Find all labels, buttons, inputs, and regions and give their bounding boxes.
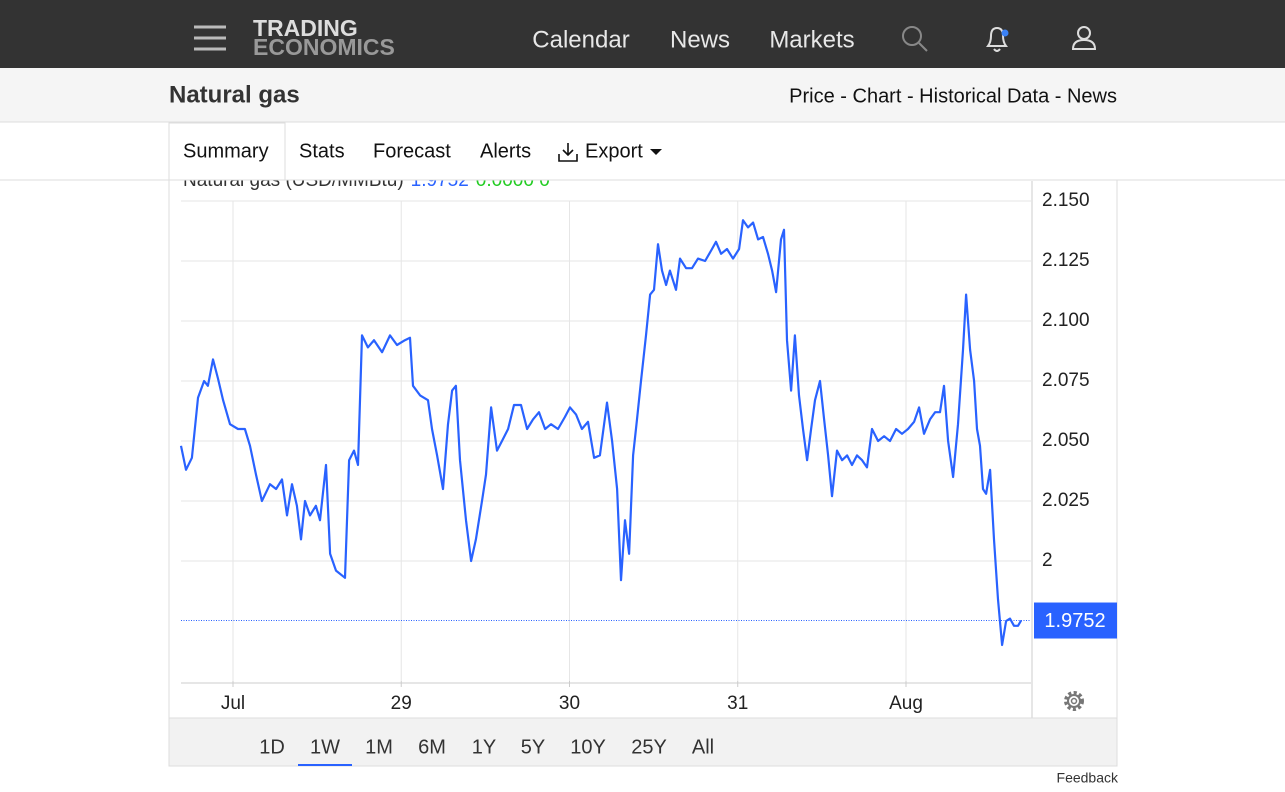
price-line <box>179 219 1023 647</box>
range-button[interactable]: 1M <box>365 736 393 758</box>
nav-link[interactable]: News <box>670 26 730 53</box>
y-tick-label: 2.125 <box>1042 250 1090 271</box>
logo-bottom[interactable]: ECONOMICS <box>253 34 395 60</box>
range-button[interactable]: 5Y <box>521 736 545 758</box>
y-tick-label: 2.025 <box>1042 490 1090 511</box>
range-button[interactable]: 25Y <box>631 736 667 758</box>
tab[interactable]: Alerts <box>480 140 531 162</box>
nav-link[interactable]: Calendar <box>532 26 629 53</box>
x-tick-label: 30 <box>559 693 580 714</box>
tab-selected-frame <box>168 122 286 180</box>
last-price-box <box>1034 602 1117 639</box>
nav-link[interactable]: Markets <box>769 26 854 53</box>
settings-icon[interactable] <box>1064 691 1084 711</box>
range-button[interactable]: 10Y <box>570 736 606 758</box>
range-button[interactable]: 1W <box>310 736 340 758</box>
tab-bar <box>0 123 1285 180</box>
range-buttons: 1D 1W 1M 6M 1Y 5Y 10Y 25Y All <box>259 736 714 766</box>
range-button[interactable]: 1D <box>259 736 285 758</box>
y-tick-label: 2.050 <box>1042 430 1090 451</box>
title-band <box>0 68 1285 122</box>
feedback-link[interactable]: Feedback <box>1057 770 1119 786</box>
y-tick-label: 2.100 <box>1042 310 1090 331</box>
tab[interactable]: Summary <box>183 140 269 162</box>
y-tick-label: 2 <box>1042 550 1053 571</box>
x-tick-label: 31 <box>727 693 748 714</box>
search-icon[interactable] <box>902 26 928 52</box>
logo-top[interactable]: TRADING <box>253 15 358 41</box>
last-price-label: 1.9752 <box>1044 610 1105 632</box>
x-tick-label: 29 <box>391 693 412 714</box>
range-bar <box>168 717 1118 767</box>
range-button[interactable]: All <box>692 736 714 758</box>
x-tick-label: Aug <box>889 693 923 714</box>
y-tick-label: 2.150 <box>1042 190 1090 211</box>
export-icon <box>558 143 578 162</box>
tabs: Summary Stats Forecast Alerts Export <box>168 122 662 180</box>
account-icon[interactable] <box>1071 26 1097 50</box>
tab[interactable]: Forecast <box>373 140 451 162</box>
notification-icon[interactable] <box>986 26 1009 52</box>
x-tick-label: Jul <box>221 693 245 714</box>
tab[interactable]: Export <box>585 140 643 162</box>
top-bar <box>0 0 1285 68</box>
export-caret <box>650 149 662 155</box>
tab[interactable]: Stats <box>299 140 345 162</box>
section-links[interactable]: Price - Chart - Historical Data - News <box>789 85 1117 107</box>
range-button[interactable]: 6M <box>418 736 446 758</box>
chart-frame <box>168 179 1118 767</box>
page-title: Natural gas <box>169 81 300 108</box>
menu-icon[interactable] <box>194 25 226 51</box>
y-tick-label: 2.075 <box>1042 370 1090 391</box>
range-button[interactable]: 1Y <box>472 736 496 758</box>
